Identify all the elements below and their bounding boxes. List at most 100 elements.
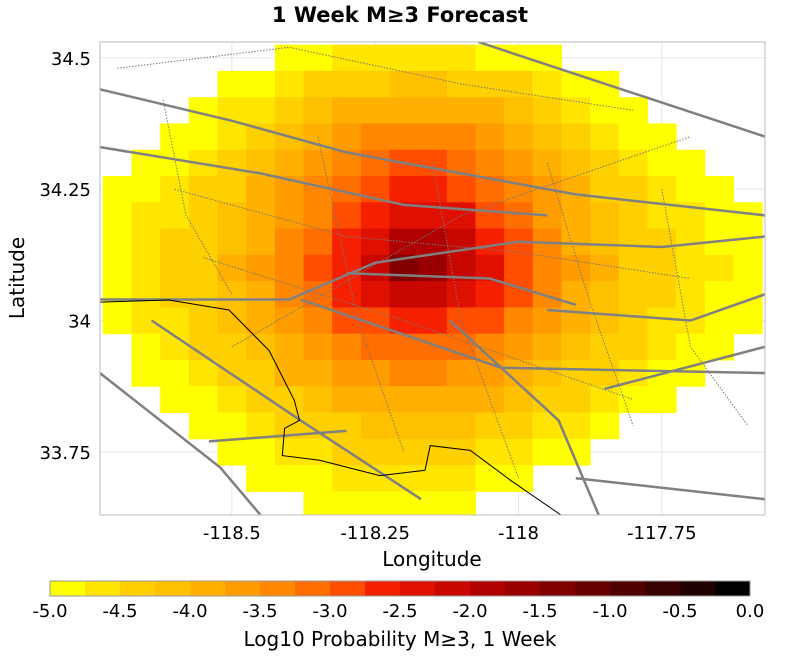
colorbar-tick-label: -4.0 — [172, 601, 207, 622]
heatmap-cell — [504, 412, 534, 440]
heatmap-cell — [504, 97, 534, 124]
heatmap-cell — [532, 281, 562, 308]
heatmap-cell — [332, 386, 362, 414]
heatmap-cell — [188, 176, 219, 203]
heatmap-cell — [647, 281, 677, 308]
heatmap-cell — [217, 307, 247, 335]
heatmap-cell — [102, 281, 133, 308]
colorbar-swatch — [645, 581, 681, 596]
heatmap-cell — [446, 97, 476, 124]
heatmap-cell — [733, 254, 763, 282]
heatmap-cell — [418, 70, 448, 98]
heatmap-cell — [332, 254, 362, 282]
heatmap-cell — [102, 202, 133, 230]
colorbar-tick-label: -4.5 — [102, 601, 137, 622]
heatmap-cell — [418, 386, 448, 414]
heatmap-cell — [475, 70, 505, 98]
heatmap-cell — [704, 202, 734, 230]
heatmap-cell — [274, 149, 305, 177]
heatmap-cell — [618, 97, 648, 124]
colorbar-label: Log10 Probability M≥3, 1 Week — [244, 627, 557, 651]
colorbar-swatch — [50, 581, 86, 596]
heatmap-cell — [446, 465, 476, 492]
colorbar-frame — [49, 580, 751, 597]
colorbar-swatch — [575, 581, 611, 596]
heatmap-cell — [160, 254, 190, 282]
heatmap-cell — [504, 123, 534, 151]
heatmap-cell — [590, 123, 620, 151]
heatmap-cell — [618, 176, 648, 203]
heatmap-cell — [246, 97, 276, 124]
heatmap-cell — [618, 149, 648, 177]
heatmap-cell — [303, 438, 333, 466]
heatmap-cell — [303, 281, 333, 308]
heatmap-cell — [647, 228, 677, 256]
heatmap-cell — [332, 202, 362, 230]
heatmap-cell — [389, 44, 419, 72]
heatmap-cell — [647, 202, 677, 230]
heatmap-cell — [561, 176, 591, 203]
colorbar-swatch — [85, 581, 121, 596]
fault-trace — [100, 145, 548, 217]
heatmap-cell — [590, 254, 620, 282]
heatmap-cell — [446, 412, 476, 440]
heatmap-cell — [475, 438, 505, 466]
heatmap-cell — [418, 412, 448, 440]
heatmap-cell — [504, 202, 534, 230]
heatmap-cell — [360, 438, 391, 466]
heatmap-cell — [274, 202, 305, 230]
heatmap-cell — [590, 281, 620, 308]
colorbar-swatch — [540, 581, 576, 596]
fault-trace-minor — [432, 162, 519, 479]
heatmap-cell — [446, 44, 476, 72]
heatmap-cell — [360, 149, 391, 177]
heatmap-cell — [360, 333, 391, 361]
heatmap-cell — [131, 281, 161, 308]
heatmap-cell — [504, 254, 534, 282]
heatmap-cell — [418, 438, 448, 466]
heatmap-cell — [475, 149, 505, 177]
heatmap-cell — [389, 97, 419, 124]
colorbar-swatch — [155, 581, 191, 596]
y-tick-label: 34 — [68, 312, 91, 333]
heatmap-cell — [676, 281, 706, 308]
heatmap-cell — [102, 307, 133, 335]
heatmap-cell — [188, 359, 219, 387]
heatmap-cell — [676, 149, 706, 177]
fault-trace — [150, 319, 422, 501]
heatmap-cell — [504, 70, 534, 98]
heatmap-cell — [676, 176, 706, 203]
heatmap-cell — [618, 202, 648, 230]
heatmap-cell — [590, 359, 620, 387]
heatmap-cell — [188, 412, 219, 440]
heatmap-cell — [389, 70, 419, 98]
y-tick-label: 33.75 — [39, 443, 91, 464]
colorbar-swatch — [330, 581, 366, 596]
heatmap-cell — [389, 281, 419, 308]
heatmap-cell — [590, 412, 620, 440]
heatmap-cell — [217, 123, 247, 151]
heatmap-cell — [217, 386, 247, 414]
heatmap-cell — [332, 44, 362, 72]
heatmap-cell — [446, 123, 476, 151]
heatmap-cell — [217, 176, 247, 203]
heatmap-cell — [188, 202, 219, 230]
heatmap-cell — [102, 254, 133, 282]
heatmap-cell — [647, 149, 677, 177]
heatmap-cell — [188, 228, 219, 256]
heatmap-cell — [532, 438, 562, 466]
colorbar-swatch — [610, 581, 646, 596]
heatmap-cell — [446, 281, 476, 308]
heatmap-cell — [332, 359, 362, 387]
colorbar-tick-label: -3.0 — [312, 601, 347, 622]
heatmap-cell — [246, 281, 276, 308]
heatmap-cell — [332, 465, 362, 492]
heatmap-cell — [561, 359, 591, 387]
colorbar-tick-label: -2.5 — [382, 601, 417, 622]
heatmap-cell — [532, 123, 562, 151]
colorbar-swatch — [400, 581, 436, 596]
heatmap-cell — [332, 491, 362, 515]
heatmap-cell — [676, 333, 706, 361]
heatmap-cell — [246, 412, 276, 440]
heatmap-cell — [274, 254, 305, 282]
